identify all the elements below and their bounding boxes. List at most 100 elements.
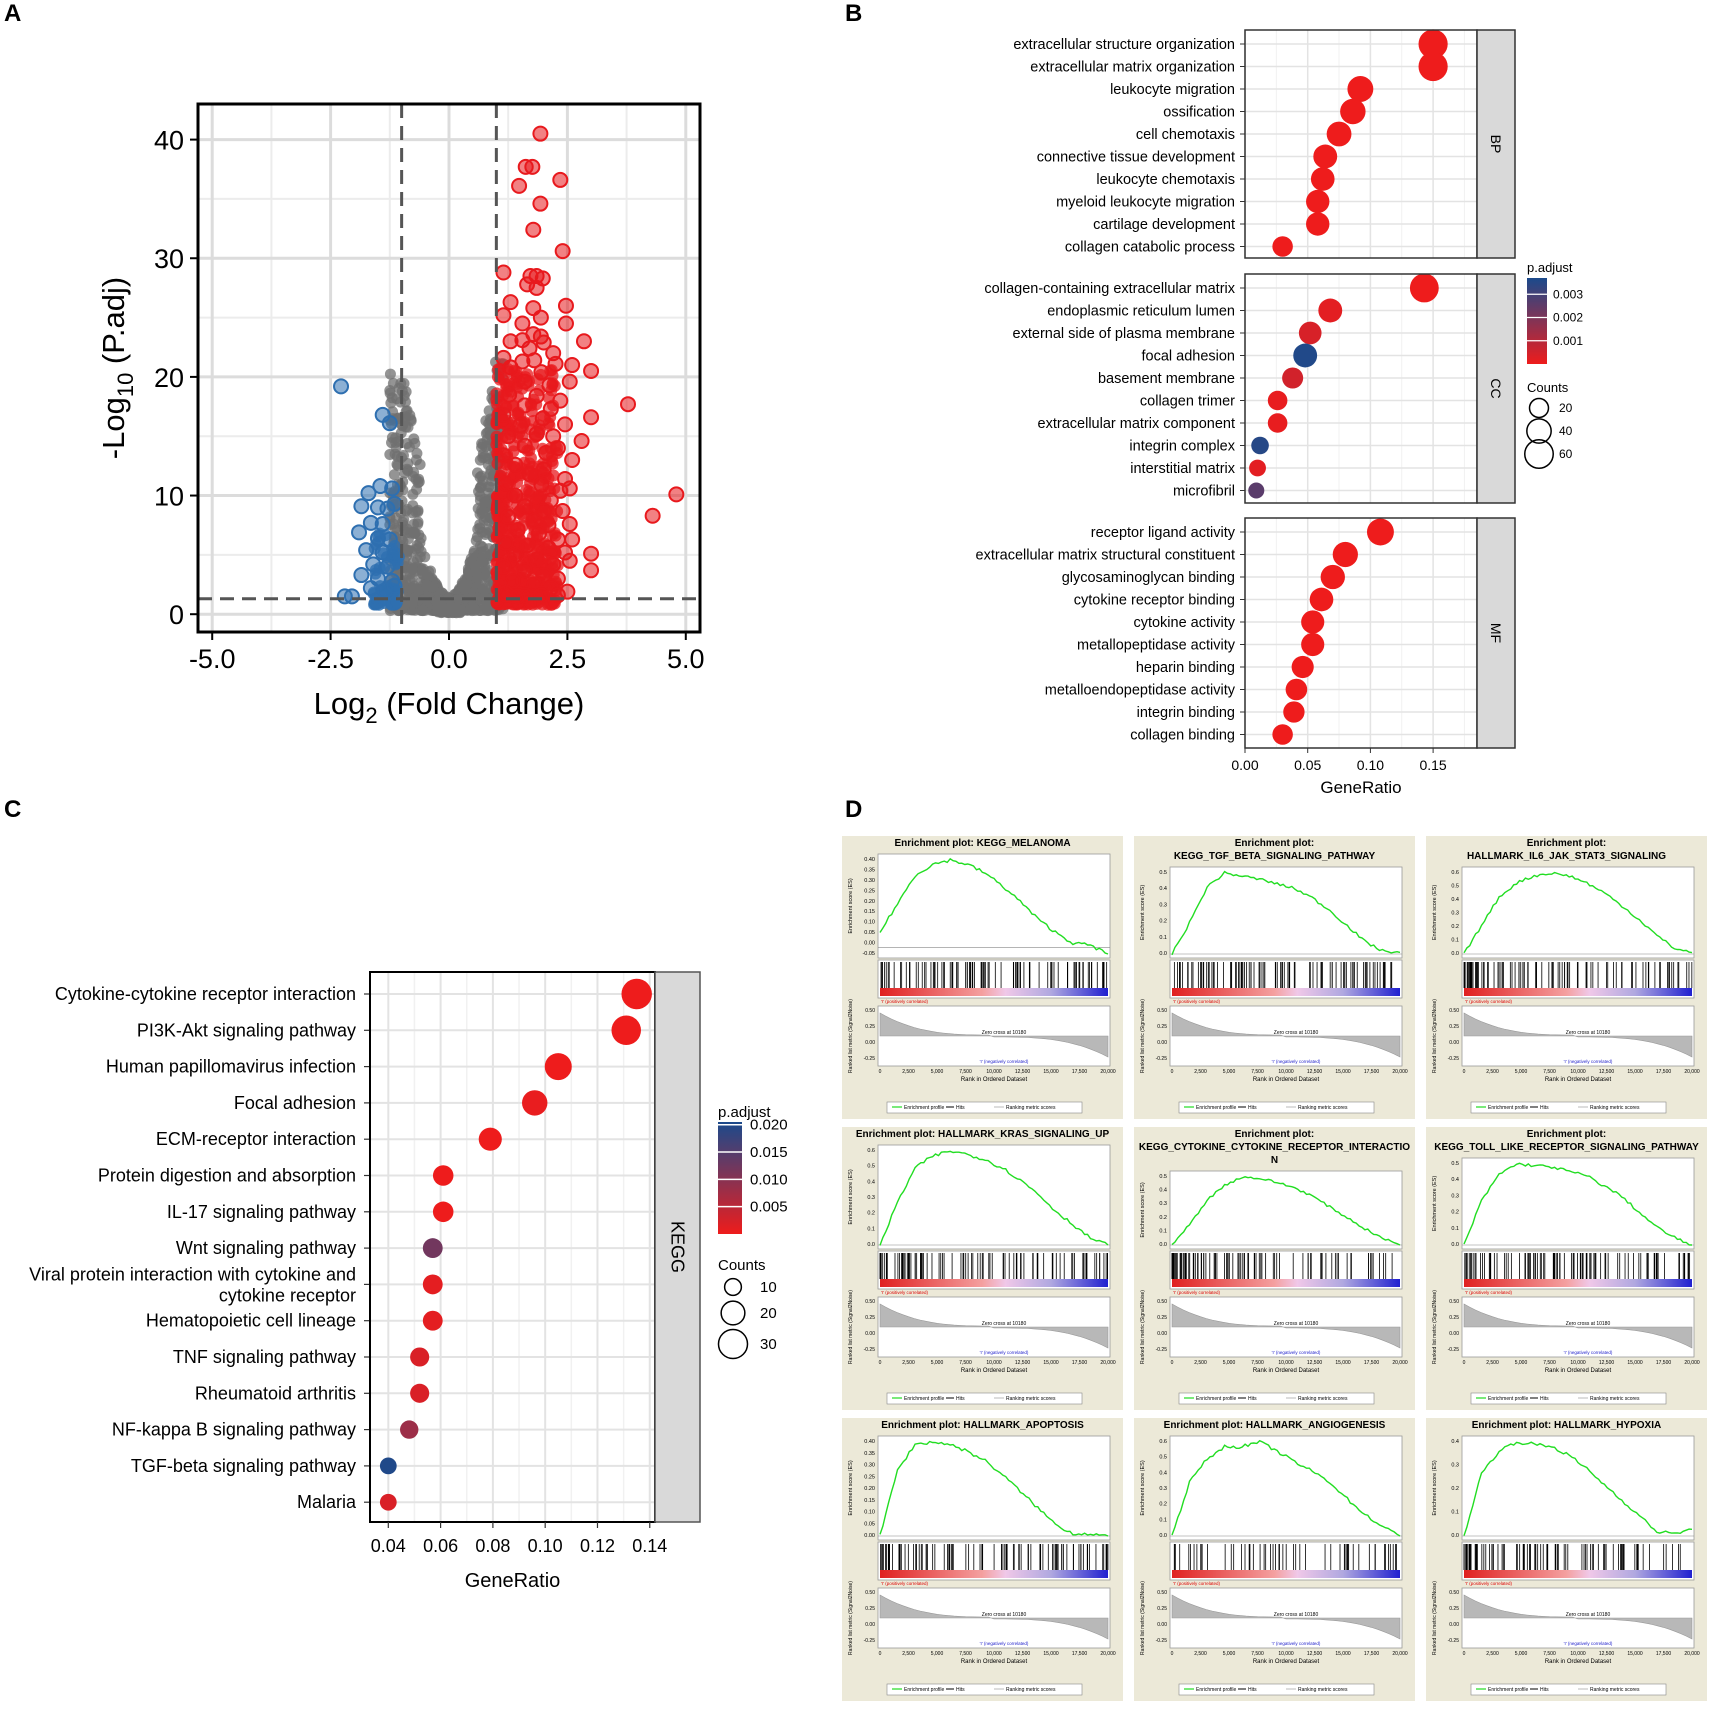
up-point xyxy=(516,562,533,579)
go-dot xyxy=(1318,298,1343,323)
zero-cross-label: Zero cross at 10180 xyxy=(1566,1612,1611,1618)
facet-strip-label: BP xyxy=(1488,135,1504,154)
go-term-label: extracellular structure organization xyxy=(1013,37,1235,53)
go-term-label: cytokine receptor binding xyxy=(1074,593,1235,609)
positive-correlation-label: 'I' (positively correlated) xyxy=(1465,999,1512,1004)
size-legend-label: 30 xyxy=(760,1336,777,1353)
legend-metric-label: Ranking metric scores xyxy=(1298,1687,1348,1693)
metric-tick-label: 0.00 xyxy=(1449,1040,1459,1046)
rank-tick-label: 20,000 xyxy=(1684,1069,1700,1075)
go-dot xyxy=(1282,367,1304,389)
ranking-metric-area xyxy=(1463,1012,1693,1058)
facet-background xyxy=(1245,274,1477,503)
legend-metric-label: Ranking metric scores xyxy=(1298,1396,1348,1402)
es-tick-label: 0.35 xyxy=(864,867,875,873)
up-point xyxy=(495,447,512,464)
down-point xyxy=(351,524,368,541)
es-axis-title: Enrichment score (ES) xyxy=(1140,885,1146,940)
positive-correlation-label: 'I' (positively correlated) xyxy=(1173,1581,1220,1586)
legend-profile-label: Enrichment profile xyxy=(904,1687,945,1693)
ranking-metric-area xyxy=(879,1303,1109,1349)
ns-point xyxy=(395,377,407,389)
es-tick-label: 0.15 xyxy=(864,1498,875,1504)
go-term-label: collagen binding xyxy=(1130,728,1235,744)
up-point xyxy=(530,525,547,542)
go-dotplot-panel: extracellular structure organization extr… xyxy=(855,0,1713,810)
rank-tick-label: 7,500 xyxy=(1543,1360,1556,1366)
es-tick-label: 0.3 xyxy=(1451,1193,1459,1199)
gsea-plot: Enrichment plot: KEGG_MELANOMA 0.40 0.35 0.… xyxy=(842,836,1123,1119)
up-point xyxy=(516,437,533,454)
kegg-dot xyxy=(400,1420,419,1439)
gsea-legend-box xyxy=(1178,1683,1375,1696)
ns-point xyxy=(477,452,489,464)
rank-tick-label: 17,500 xyxy=(1656,1069,1672,1075)
ns-point xyxy=(413,542,425,554)
color-bar xyxy=(1527,278,1547,364)
positive-correlation-label: 'I' (positively correlated) xyxy=(1465,1581,1512,1586)
up-point xyxy=(535,334,552,351)
gsea-plot-title: Enrichment plot: xyxy=(1527,1129,1606,1140)
go-dot xyxy=(1320,564,1345,590)
es-tick-label: 0.1 xyxy=(1159,935,1167,941)
x-tick-label: 0.14 xyxy=(632,1536,667,1556)
up-points xyxy=(495,125,685,605)
up-point xyxy=(547,355,564,372)
metric-axis-title: Ranked list metric (Signal2Noise) xyxy=(1140,999,1146,1073)
up-point xyxy=(575,333,592,350)
x-tick-label: 0.00 xyxy=(1231,757,1258,773)
es-tick-label: 0.1 xyxy=(1159,1228,1167,1234)
es-tick-label: 0.0 xyxy=(1159,1242,1167,1248)
metric-tick-label: -0.25 xyxy=(1156,1056,1168,1062)
gsea-plot-title: Enrichment plot: KEGG_MELANOMA xyxy=(894,838,1070,849)
rank-tick-label: 7,500 xyxy=(1251,1651,1264,1657)
kegg-dot xyxy=(379,1493,397,1511)
gsea-plot: Enrichment plot: HALLMARK_IL6_JAK_STAT3_S… xyxy=(1426,836,1707,1119)
es-tick-label: 0.0 xyxy=(1451,1242,1459,1248)
up-point xyxy=(495,558,512,575)
size-legend-label: 20 xyxy=(1559,401,1573,415)
ranking-metric-area xyxy=(1463,1594,1693,1640)
negative-correlation-label: 'I' (negatively correlated) xyxy=(1272,1350,1321,1355)
es-tick-label: 0.1 xyxy=(1451,1510,1459,1516)
negative-correlation-label: 'I' (negatively correlated) xyxy=(1272,1059,1321,1064)
es-tick-label: 0.3 xyxy=(1159,902,1167,908)
ns-point-cloud xyxy=(384,356,509,619)
legend-profile-label: Enrichment profile xyxy=(1196,1396,1237,1402)
es-tick-label: 0.30 xyxy=(864,1463,875,1469)
legend-hits-label: Hits xyxy=(956,1396,965,1402)
rank-tick-label: 10,000 xyxy=(1278,1069,1294,1075)
ns-point xyxy=(479,496,491,508)
rank-tick-label: 7,500 xyxy=(1251,1360,1264,1366)
size-legend-label: 60 xyxy=(1559,447,1573,461)
go-dot xyxy=(1301,632,1325,657)
up-point xyxy=(557,297,574,314)
es-tick-label: 0.2 xyxy=(1159,1215,1167,1221)
up-point xyxy=(509,588,526,605)
x-axis-title-tail: (Fold Change) xyxy=(378,686,585,721)
up-point xyxy=(620,396,637,413)
y-tick-label: 10 xyxy=(154,482,184,512)
negative-correlation-label: 'I' (negatively correlated) xyxy=(1564,1059,1613,1064)
metric-tick-label: 0.50 xyxy=(1449,1590,1459,1596)
rank-tick-label: 12,500 xyxy=(1307,1069,1323,1075)
es-tick-label: 0.40 xyxy=(864,1439,875,1445)
es-tick-label: 0.3 xyxy=(1159,1201,1167,1207)
legend-profile-label: Enrichment profile xyxy=(1196,1105,1237,1111)
x-tick-label: 0.06 xyxy=(423,1536,458,1556)
color-bar-tick-label: 0.010 xyxy=(750,1171,788,1188)
panel-label-c: C xyxy=(4,796,22,823)
kegg-term-label: Malaria xyxy=(297,1492,357,1512)
metric-tick-label: -0.25 xyxy=(1448,1638,1460,1644)
down-point xyxy=(360,485,377,502)
rank-tick-label: 0 xyxy=(879,1360,882,1366)
metric-tick-label: -0.25 xyxy=(864,1638,876,1644)
es-tick-label: 0.1 xyxy=(1451,938,1459,944)
metric-tick-label: 0.00 xyxy=(1157,1622,1167,1628)
rank-tick-label: 2,500 xyxy=(1486,1069,1499,1075)
es-axis-title: Enrichment score (ES) xyxy=(1432,1176,1438,1231)
ns-point xyxy=(457,578,469,590)
up-point xyxy=(583,409,600,426)
up-point xyxy=(524,158,541,175)
kegg-dotplot: Cytokine-cytokine receptor interaction PI… xyxy=(29,971,788,1592)
